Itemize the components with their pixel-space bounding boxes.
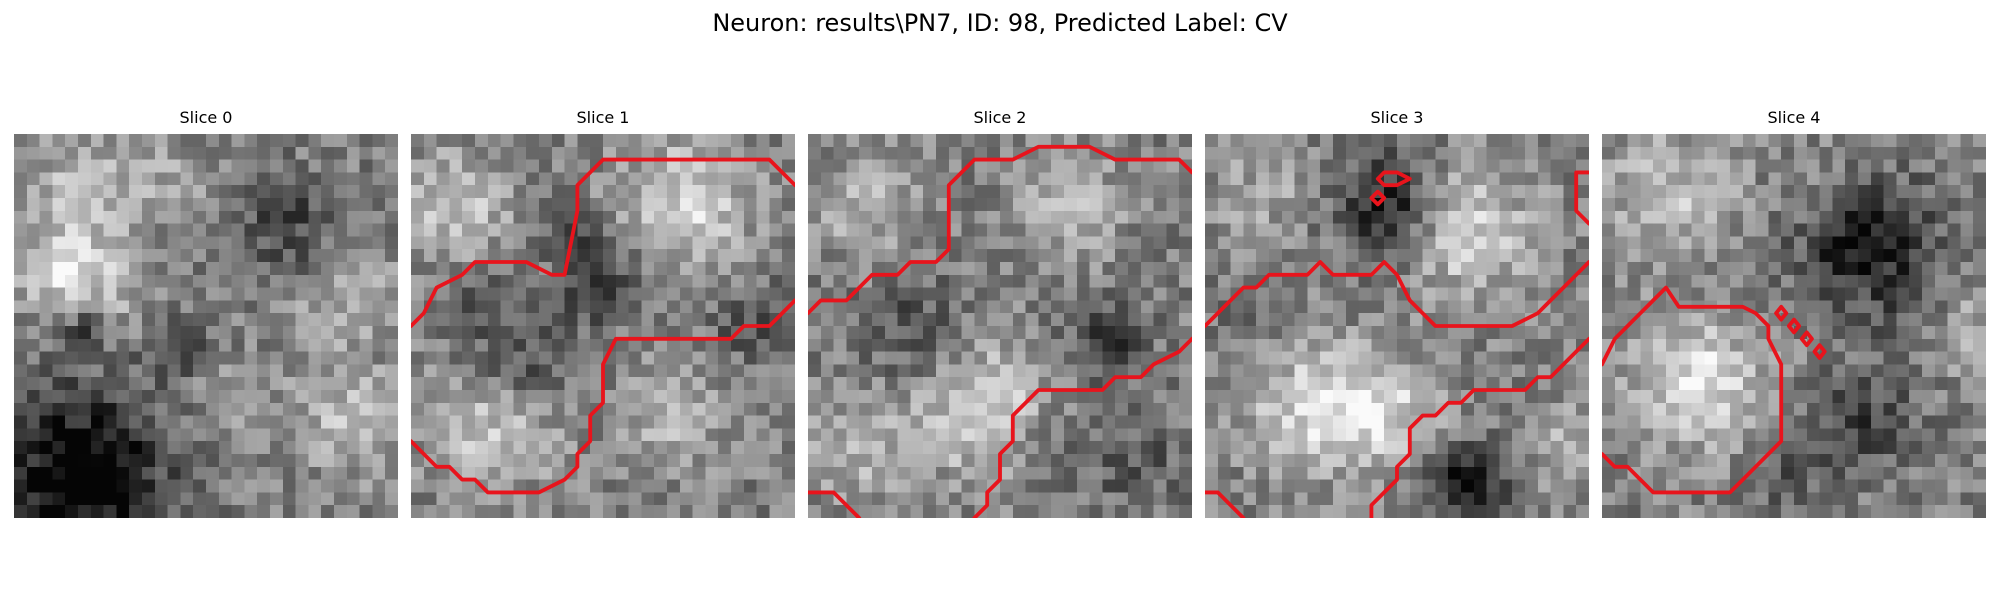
segmentation-contour [411, 157, 795, 328]
segmentation-contour [1812, 343, 1827, 360]
slice-title: Slice 0 [179, 108, 233, 127]
segmentation-contour [808, 144, 1192, 316]
segmentation-contour [1786, 317, 1802, 335]
segmentation-contour [1369, 189, 1387, 207]
segmentation-contour [1799, 330, 1814, 348]
slice-title: Slice 1 [576, 108, 630, 127]
segmentation-contour [1774, 304, 1789, 322]
segmentation-contour [972, 336, 1192, 518]
grayscale-slice-image [1602, 134, 1986, 518]
slice-image [14, 134, 398, 518]
segmentation-contour [1205, 490, 1246, 518]
segmentation-contour [1574, 170, 1589, 226]
slice-image [808, 134, 1192, 518]
segmentation-contour [808, 490, 862, 518]
segmentation-contour [1602, 285, 1784, 495]
segmentation-contour [1369, 336, 1589, 518]
grayscale-slice-image [1205, 134, 1589, 518]
slice-image [411, 134, 795, 518]
slice-image [1205, 134, 1589, 518]
segmentation-contour [1205, 260, 1589, 328]
grayscale-slice-image [411, 134, 795, 518]
grayscale-slice-image [14, 134, 398, 518]
slice-title: Slice 3 [1370, 108, 1424, 127]
slice-title: Slice 4 [1767, 108, 1821, 127]
segmentation-contour [411, 298, 795, 495]
slice-image [1602, 134, 1986, 518]
slice-title: Slice 2 [973, 108, 1027, 127]
figure-title: Neuron: results\PN7, ID: 98, Predicted L… [712, 9, 1288, 37]
segmentation-contour [1375, 170, 1412, 188]
grayscale-slice-image [808, 134, 1192, 518]
